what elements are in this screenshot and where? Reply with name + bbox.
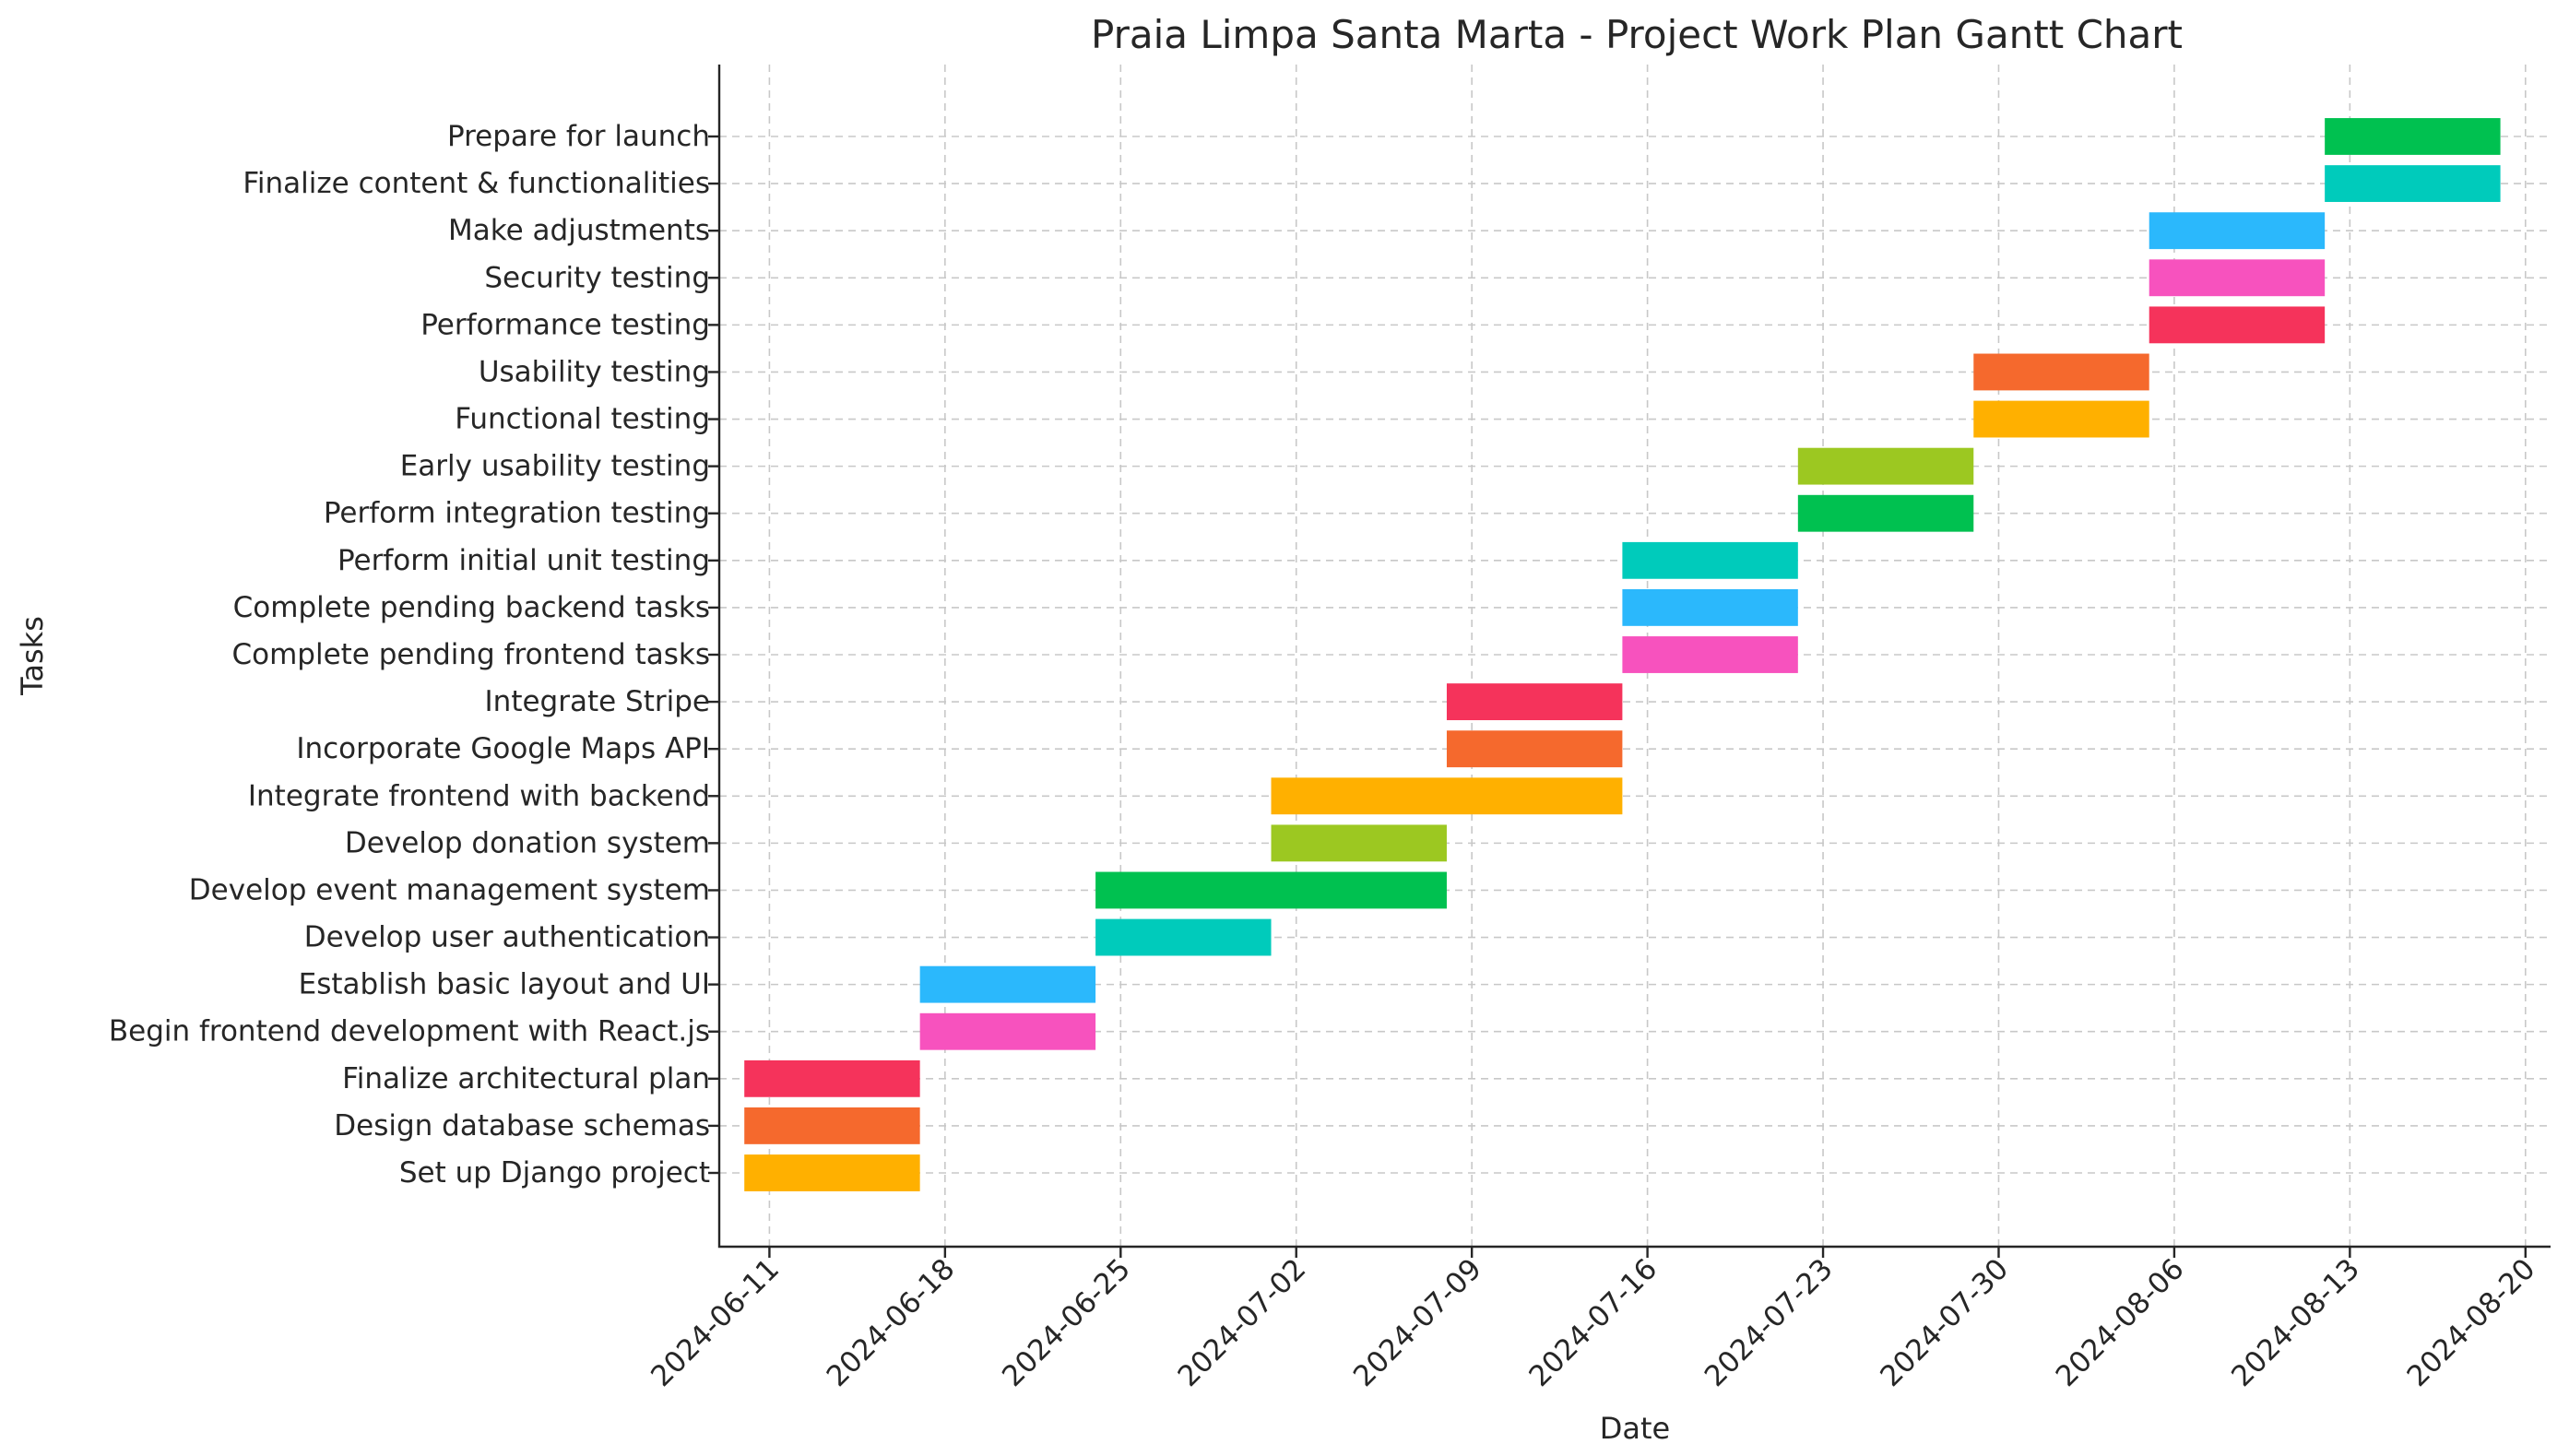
x-tick-label: 2024-08-06 xyxy=(2050,1252,2191,1393)
x-tick-label: 2024-06-25 xyxy=(996,1252,1137,1393)
y-tick-label: Security testing xyxy=(484,261,710,294)
task-bar xyxy=(1973,400,2149,438)
y-tick-label: Develop user authentication xyxy=(304,921,710,954)
y-tick-label: Make adjustments xyxy=(448,214,710,247)
y-tick-label: Perform integration testing xyxy=(324,497,710,530)
y-tick-label: Perform initial unit testing xyxy=(337,544,710,577)
x-tick-label: 2024-07-16 xyxy=(1522,1252,1663,1393)
task-bar xyxy=(2325,165,2501,203)
y-tick-label: Integrate frontend with backend xyxy=(248,779,710,812)
task-bar xyxy=(744,1154,920,1191)
x-axis-ticks: 2024-06-11 2024-06-18 2024-06-25 2024-07-02… xyxy=(645,1247,2541,1393)
task-bar xyxy=(1797,494,1974,532)
x-tick-label: 2024-08-13 xyxy=(2225,1252,2366,1393)
x-tick-label: 2024-07-09 xyxy=(1347,1252,1488,1393)
x-tick-label: 2024-07-02 xyxy=(1172,1252,1313,1393)
y-tick-label: Early usability testing xyxy=(400,450,710,483)
y-tick-label: Develop event management system xyxy=(189,873,710,906)
y-tick-label: Performance testing xyxy=(420,308,710,341)
y-tick-label: Finalize architectural plan xyxy=(342,1062,710,1095)
task-bar xyxy=(2149,212,2326,250)
y-tick-label: Begin frontend development with React.js xyxy=(109,1015,710,1048)
task-bar xyxy=(1622,541,1798,579)
y-tick-label: Design database schemas xyxy=(334,1109,710,1142)
axis-spines xyxy=(717,65,2551,1249)
task-bar xyxy=(919,965,1096,1003)
y-tick-label: Complete pending frontend tasks xyxy=(231,638,710,671)
y-tick-label: Incorporate Google Maps API xyxy=(296,732,710,765)
task-bar xyxy=(1446,683,1623,721)
y-axis-ticks: Set up Django project Design database sch… xyxy=(109,120,719,1190)
task-bar xyxy=(1095,871,1447,909)
y-tick-label: Establish basic layout and UI xyxy=(299,968,710,1001)
task-bar xyxy=(1446,730,1623,768)
x-tick-label: 2024-06-11 xyxy=(645,1252,786,1393)
y-tick-label: Integrate Stripe xyxy=(485,685,710,718)
y-tick-label: Finalize content & functionalities xyxy=(243,167,710,200)
y-tick-label: Set up Django project xyxy=(399,1156,710,1190)
task-bar xyxy=(919,1012,1096,1050)
y-tick-label: Prepare for launch xyxy=(447,120,710,153)
x-tick-label: 2024-08-20 xyxy=(2401,1252,2542,1393)
task-bar xyxy=(2149,306,2326,344)
task-bar xyxy=(1973,353,2149,391)
task-bar xyxy=(1271,824,1447,862)
x-axis-label: Date xyxy=(1600,1411,1670,1446)
task-bar xyxy=(744,1059,920,1097)
x-tick-label: 2024-07-23 xyxy=(1699,1252,1840,1393)
task-bar xyxy=(1622,588,1798,626)
x-tick-label: 2024-07-30 xyxy=(1874,1252,2015,1393)
task-bar xyxy=(1622,636,1798,673)
task-bars xyxy=(744,118,2501,1191)
y-axis-label: Tasks xyxy=(15,616,50,696)
task-bar xyxy=(2149,259,2326,297)
y-tick-label: Complete pending backend tasks xyxy=(233,591,710,624)
task-bar xyxy=(744,1107,920,1144)
task-bar xyxy=(1797,447,1974,485)
y-tick-label: Develop donation system xyxy=(345,826,710,859)
task-bar xyxy=(1095,918,1272,956)
y-tick-label: Usability testing xyxy=(479,355,710,388)
chart-title: Praia Limpa Santa Marta - Project Work P… xyxy=(1091,12,2183,57)
y-tick-label: Functional testing xyxy=(455,403,710,436)
task-bar xyxy=(1271,777,1623,815)
x-tick-label: 2024-06-18 xyxy=(821,1252,962,1393)
task-bar xyxy=(2325,118,2501,155)
